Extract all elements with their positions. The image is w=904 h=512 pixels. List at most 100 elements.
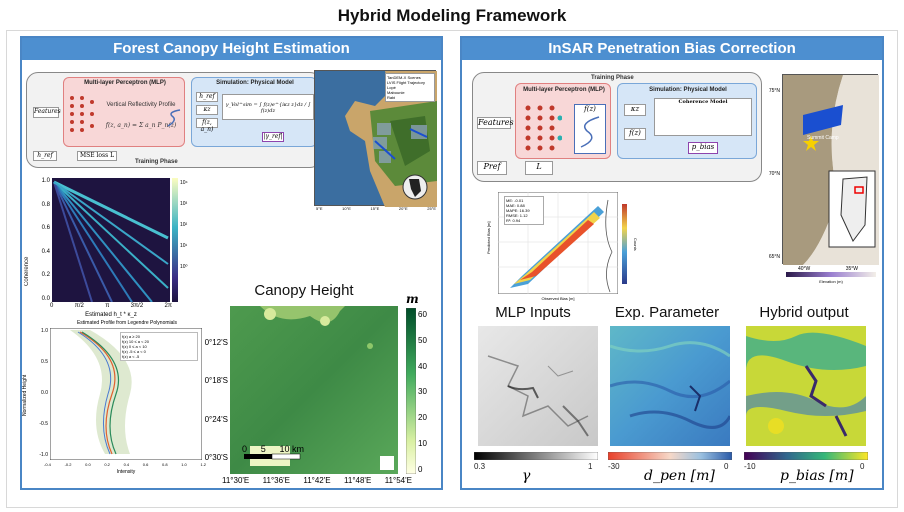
h-ref-box: h_ref (196, 92, 218, 102)
gamma-symbol: γ (522, 468, 531, 484)
cbar-tick: 30 (418, 387, 427, 397)
lat-tick: 0°24'S (204, 414, 228, 424)
cbar-tick: 10⁰ (180, 264, 188, 270)
scatter-cbar-label: Counts (633, 237, 638, 251)
x-tick: 0.2 (104, 462, 110, 467)
x-tick: 0 (50, 303, 54, 309)
lon-tick: 11°36'E (262, 476, 290, 485)
features-box: Features (33, 107, 61, 118)
profile-title: Vertical Reflectivity Profile (106, 102, 176, 108)
p-bias-box: p_bias (688, 142, 718, 154)
lon-tick: 11°30'E (222, 476, 250, 485)
gamma-max: 1 (588, 462, 593, 471)
heatmap-colorbar (172, 178, 178, 302)
y-tick: 0.4 (41, 248, 50, 255)
greenland-map: Summit Camp (782, 74, 879, 265)
gamma-ref-box: |γ_ref| (262, 132, 284, 142)
canopy-lat-ticks: 0°12'S 0°18'S 0°24'S 0°30'S (186, 338, 228, 462)
mse-loss-box: MSE loss L (77, 151, 117, 161)
pbias-min: -10 (744, 462, 756, 471)
heatmap-xticks: 0 π/2 π 3π/2 2π (50, 303, 172, 309)
legend-item: LVIS Flight Trajectory (387, 80, 425, 85)
x-tick: 0.8 (162, 462, 168, 467)
africa-map-legend: TanDEM-X Scenes LVIS Flight Trajectory L… (385, 73, 435, 102)
profile-plot-xticks: -0.4 -0.2 0.0 0.2 0.4 0.6 0.8 1.0 1.2 (44, 462, 206, 467)
mlp-title: Multi-layer Perceptron (MLP) (84, 80, 166, 86)
profile-plot-ylabel: Normalized Height (22, 374, 28, 416)
canopy-map-title: Canopy Height (254, 282, 354, 299)
canopy-lon-ticks: 11°30'E 11°36'E 11°42'E 11°48'E 11°54'E (222, 476, 412, 485)
profile-plot-title: Estimated Profile from Legendre Polynomi… (76, 320, 178, 326)
cbar-tick: 20 (418, 413, 427, 423)
africa-lon-ticks: 5°E 10°E 15°E 20°E 25°E (316, 206, 436, 211)
greenland-map-graphic (783, 75, 879, 265)
y-tick: 1.0 (41, 178, 50, 184)
dpen-colorbar (608, 452, 732, 460)
x-tick: 1.0 (181, 462, 187, 467)
legend-item: f(z) 0 ≤ a < 10 (122, 344, 147, 349)
forest-panel-header: Forest Canopy Height Estimation (22, 38, 441, 60)
insar-flow-diagram: Features Multi-layer Perceptron (MLP) f(… (472, 72, 762, 182)
fz-box: f(z, a_n) (196, 118, 218, 133)
x-tick: π/2 (74, 303, 84, 309)
x-tick: -0.4 (44, 462, 51, 467)
pbias-colorbar (744, 452, 868, 460)
legend-item: Lopé (387, 85, 396, 90)
legend-item: f(z) 10 ≤ a < 20 (122, 339, 149, 344)
exp-parameter-image (610, 326, 730, 446)
lat-tick: 0°30'S (204, 452, 228, 462)
neural-net-icon (70, 96, 94, 132)
dpen-symbol: d_pen [m] (644, 468, 715, 484)
lat-tick: 65°N (768, 254, 780, 260)
fz-label: f(z) (584, 105, 596, 113)
heatmap-cbar-ticks: 10⁴ 10³ 10² 10¹ 10⁰ (180, 180, 188, 270)
pbias-symbol: p_bias [m] (780, 468, 854, 484)
lat-tick: 70°N (768, 171, 780, 177)
canopy-colorbar (406, 308, 416, 474)
canopy-scale-bar: 0 5 10 km (242, 444, 304, 454)
legend-item: Rabi (387, 95, 396, 100)
lat-tick: 0°18'S (204, 376, 228, 386)
h-obs-box: h_ref (33, 151, 57, 161)
insar-panel-header: InSAR Penetration Bias Correction (462, 38, 882, 60)
y-tick: -1.0 (39, 452, 48, 458)
dpen-min: -30 (608, 462, 620, 471)
profile-plot-xlabel: Intensity (116, 469, 136, 475)
legend-item: f(z) -5 ≤ a < 0 (122, 349, 146, 354)
canopy-cbar-ticks: 60 50 40 30 20 10 0 (418, 310, 427, 474)
gamma-colorbar (474, 452, 598, 460)
cbar-tick: 10³ (180, 201, 188, 207)
mlp-box: Multi-layer Perceptron (MLP) Vertical Re… (63, 77, 185, 147)
coherence-model-box: Coherence Model (654, 98, 752, 136)
cbar-tick: 10 (418, 439, 427, 449)
y-tick: 0.6 (41, 225, 50, 232)
lon-tick: 11°42'E (303, 476, 331, 485)
fz-curve-icon (580, 116, 600, 148)
kz-box: κz (196, 105, 218, 115)
physical-model-box: Simulation: Physical Model κz f(z) Coher… (617, 83, 757, 159)
mlp-inputs-image (478, 326, 598, 446)
x-tick: -0.2 (64, 462, 72, 467)
tile-title: Hybrid output (759, 304, 849, 321)
y-tick: -0.5 (39, 421, 48, 427)
insar-panel: InSAR Penetration Bias Correction Featur… (460, 36, 884, 490)
training-phase-label: Training Phase (591, 75, 634, 81)
cbar-tick: 10⁴ (180, 180, 188, 186)
y-tick: 0.5 (41, 359, 48, 365)
x-tick: 0.4 (123, 462, 130, 467)
scatter-ylabel: Predicted Bias [m] (486, 221, 491, 255)
greenland-lat-ticks: 75°N 70°N 65°N (764, 88, 780, 260)
sim-title: Simulation: Physical Model (649, 87, 727, 93)
heatmap-yticks: 1.0 0.8 0.6 0.4 0.2 0.0 (36, 178, 50, 302)
lat-tick: 75°N (768, 88, 780, 94)
legend-item: f(z) a ≥ 20 (122, 334, 140, 339)
tile-title: Exp. Parameter (614, 304, 720, 321)
forest-flow-diagram: Features Multi-layer Perceptron (MLP) Ve… (26, 72, 322, 168)
dpen-max: 0 (724, 462, 729, 471)
scale-label: 5 (260, 444, 266, 454)
scale-label: 10 km (279, 444, 304, 454)
stat-line: RMSE: 1.12 (506, 213, 528, 218)
lon-tick: 40°W (798, 266, 811, 272)
summit-camp-label: Summit Camp (807, 135, 839, 141)
africa-map-graphic (315, 71, 437, 207)
